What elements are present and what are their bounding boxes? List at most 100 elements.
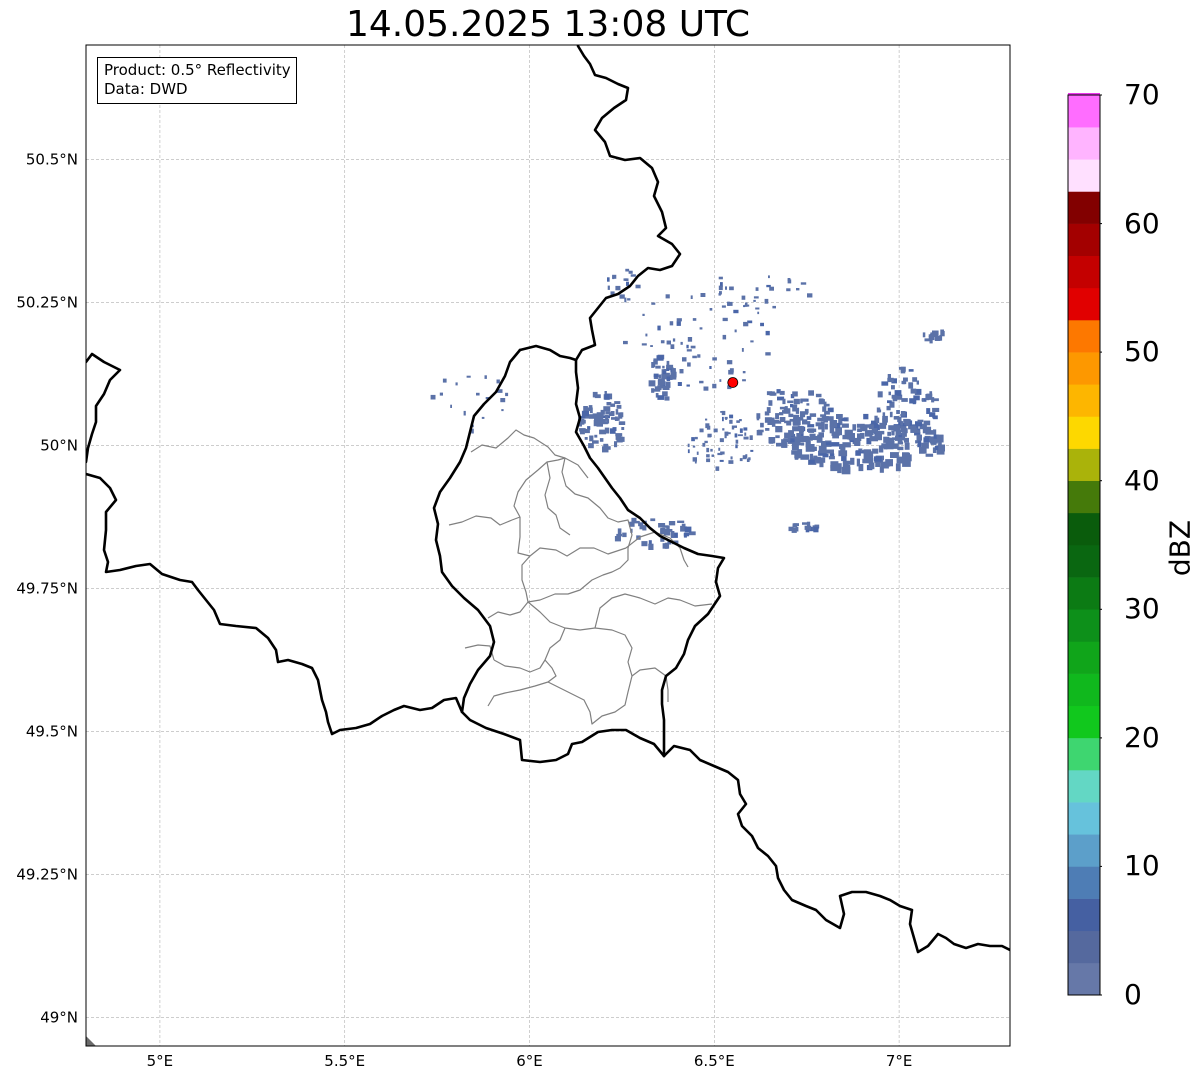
echo-cell [838,450,848,457]
echo-cell [800,454,810,460]
echo-cell [796,288,800,291]
echo-cell [755,307,760,310]
product-label: Product: 0.5° Reflectivity [104,61,291,79]
echo-cell [654,386,662,390]
echo-cell [802,419,808,425]
echo-cell [879,466,884,473]
echo-cell [599,429,607,435]
echo-cell [875,417,880,423]
echo-cell [466,375,471,378]
echo-cell [869,465,873,469]
echo-cell [916,430,921,433]
echo-cell [885,459,893,467]
echo-cell [615,409,619,415]
colorbar-bin [1068,609,1100,642]
echo-cell [742,379,746,382]
echo-cell [648,380,656,387]
echo-cell [623,278,628,281]
echo-cell [806,521,811,527]
echo-cell [757,429,764,433]
echo-cell [926,408,931,414]
echo-cell [727,385,732,390]
echo-cell [623,340,628,345]
echo-cell [743,305,746,308]
echo-cell [891,430,895,436]
echo-cell [744,304,750,307]
echo-cell [672,338,676,342]
echo-cell [481,416,485,419]
echo-cell [628,270,633,274]
echo-cell [706,447,710,453]
echo-cell [777,396,785,401]
echo-cell [439,392,443,396]
echo-cell [860,425,868,432]
echo-cell [830,465,839,472]
echo-cell [822,406,827,412]
echo-cell [621,427,625,430]
echo-cell [500,398,506,403]
echo-cell [750,449,754,452]
echo-cell [653,389,661,392]
echo-cell [841,423,849,428]
echo-cell [887,374,891,379]
echo-cell [816,456,821,464]
echo-cell [862,458,871,464]
echo-cell [682,357,687,362]
echo-cell [593,420,600,427]
echo-cell [668,521,676,526]
echo-cell [741,348,744,352]
echo-cell [579,430,585,435]
echo-cell [815,393,822,398]
colorbar-bin [1068,352,1100,385]
colorbar-bin [1068,287,1100,321]
echo-cell [735,444,738,449]
echo-cell [908,382,914,389]
colorbar [1067,93,1102,996]
echo-cell [642,525,647,531]
echo-cell [823,403,830,407]
colorbar-tick-label: 40 [1124,463,1160,497]
echo-cell [755,287,759,291]
echo-cell [692,457,697,462]
echo-cell [584,437,588,440]
echo-cell [642,313,645,316]
echo-cell [651,388,655,393]
echo-cell [596,420,603,427]
echo-cell [805,444,815,452]
echo-cell [875,432,882,441]
echo-cell [594,434,598,438]
echo-cell [660,528,667,534]
echo-cell [665,294,670,299]
echo-cell [930,437,939,442]
echo-cell [692,355,697,359]
echo-cell [905,420,910,426]
echo-cell [697,354,701,358]
echo-cell [932,330,939,337]
echo-cell [610,411,615,416]
echo-cell [939,334,943,341]
colorbar-frame [1067,94,1101,996]
echo-cell [684,526,692,533]
echo-cell [612,276,615,280]
echo-cell [919,423,927,430]
echo-cell [891,385,895,390]
map-title: 14.05.2025 13:08 UTC [345,4,751,45]
echo-cell [725,417,728,420]
echo-cell [808,459,815,464]
echo-cell [842,460,852,465]
echo-cell [722,334,727,340]
echo-cell [877,391,883,398]
echo-cell [902,368,905,372]
echo-cell [658,523,666,528]
echo-cell [620,412,624,418]
echo-cell [605,414,609,421]
lat-tick-label: 49.5°N [26,722,78,740]
colorbar-bin [1068,545,1100,578]
echo-cell [863,449,872,454]
echo-cell [760,422,764,428]
echo-cell [843,463,849,470]
echo-cell [923,420,931,426]
colorbar-bin [1068,223,1100,257]
echo-cell [587,426,591,430]
echo-cell [783,438,791,442]
